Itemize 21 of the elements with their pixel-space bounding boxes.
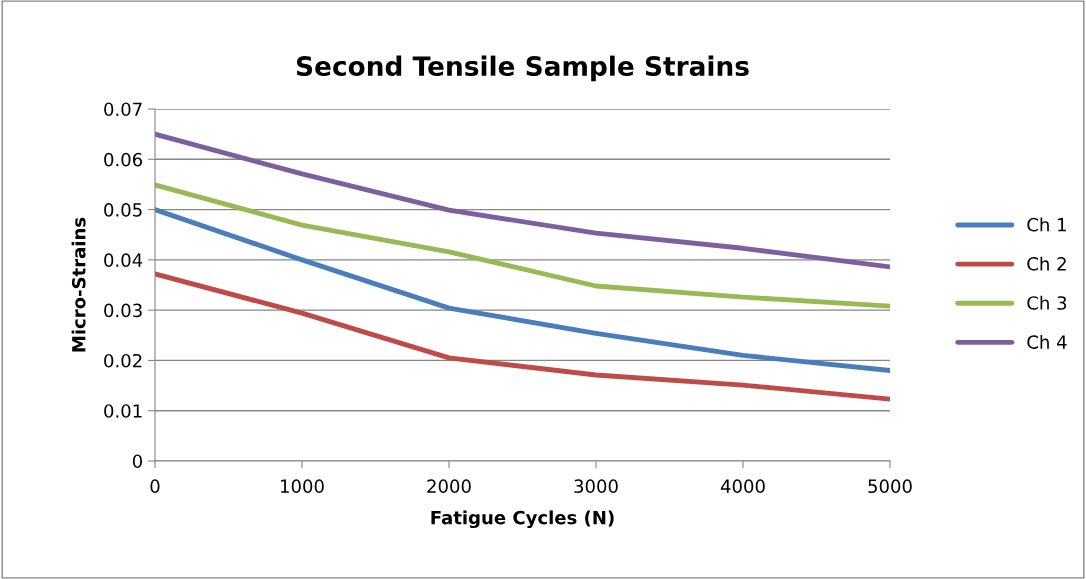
x-tick-label: 5000 [868,479,912,494]
y-tick-label: 0.05 [104,203,142,217]
chart-title: Second Tensile Sample Strains [296,55,749,82]
y-tick-label: 0.01 [104,404,142,418]
y-tick-label: 0.02 [104,353,142,368]
y-tick-label: 0 [132,454,142,469]
x-tick-label: 0 [150,479,160,494]
legend-label: Ch 1 [1027,217,1066,232]
x-axis-title: Fatigue Cycles (N) [431,510,614,529]
y-axis-title: Micro-Strains [71,217,86,352]
legend-label: Ch 2 [1027,256,1066,271]
legend-label: Ch 4 [1027,334,1067,349]
y-tick-label: 0.06 [104,152,143,167]
y-tick-label: 0.07 [104,102,142,117]
x-tick-label: 3000 [574,479,618,494]
x-tick-label: 4000 [720,479,765,494]
legend-label: Ch 3 [1027,295,1067,310]
x-tick-label: 2000 [427,479,471,494]
y-tick-label: 0.03 [104,303,142,318]
x-tick-label: 1000 [281,479,324,494]
y-tick-label: 0.04 [104,253,143,267]
